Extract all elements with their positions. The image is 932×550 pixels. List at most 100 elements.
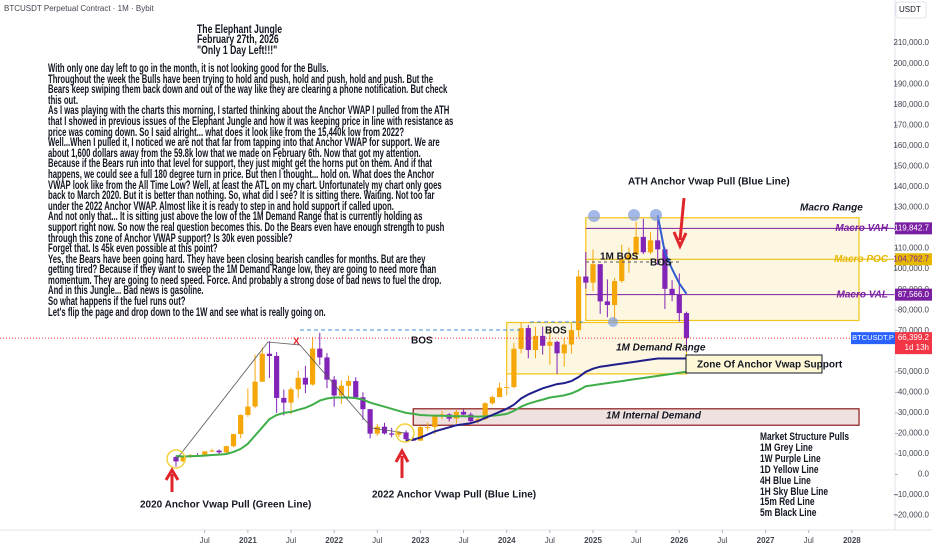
candle-body (640, 236, 646, 253)
candle-body (180, 456, 186, 462)
note-title-line: "Only 1 Day Left!!!" (197, 43, 278, 57)
symbol-header: BTCUSDT Perpetual Contract · 1M · Bybit (4, 4, 154, 13)
price-tag-label: 119,842.7 (894, 223, 930, 232)
currency[interactable]: USDT (899, 5, 921, 14)
countdown-label: 1d 13h (905, 343, 929, 352)
candle-body (331, 379, 337, 396)
annotation: 2022 Anchor Vwap Pull (Blue Line) (372, 490, 536, 501)
x-tick-label: 2021 (239, 536, 257, 545)
legend-title: Market Structure Pulls (760, 431, 850, 443)
candle-body (374, 426, 380, 434)
y-tick-label: 30,000.0 (898, 408, 930, 417)
y-tick-label: −10,000.0 (893, 490, 929, 499)
y-tick-label: 190,000.0 (893, 79, 929, 88)
candle-body (655, 240, 661, 250)
zone (585, 217, 860, 322)
note-line: under the 2022 Anchor VWAP. Almost like … (48, 199, 394, 213)
note-line: happens, we could see a full 180 degree … (48, 167, 435, 181)
annotation: BOS (545, 326, 567, 337)
candle-body (389, 433, 395, 435)
candle-body (353, 381, 359, 398)
candle-body (223, 446, 229, 453)
candle-body (396, 432, 402, 435)
annotation: BOS (411, 336, 433, 347)
candle-body (583, 276, 589, 283)
annotation: BOS (650, 258, 672, 269)
price-tag-label: 104,792.7 (893, 254, 929, 263)
arrow (164, 467, 180, 492)
candle-body (230, 434, 237, 447)
x-tick-label: 2024 (498, 536, 516, 545)
candle-body (525, 328, 531, 351)
note-line: With only one day left to go in the mont… (48, 62, 329, 75)
note-title: The Elephant Jungle February 27th, 2026 "O… (197, 23, 283, 57)
x-tick-label: Jul (286, 536, 296, 545)
vwap-line (656, 215, 688, 295)
candle-body (245, 406, 251, 415)
candle-body (561, 344, 567, 354)
y-tick-label: 80,000.0 (898, 305, 930, 314)
candle-body (676, 294, 682, 314)
zone (412, 408, 860, 426)
pivot-circle (628, 209, 640, 221)
note-line: that I showed in previous issues of the … (48, 114, 454, 128)
structure-line (175, 341, 406, 461)
annotation: 1M BOS (600, 252, 639, 263)
candle-body (302, 377, 308, 385)
y-tick-label: 10,000.0 (898, 449, 930, 458)
note-line: Yes, the Bears have been going hard. The… (48, 252, 426, 266)
note-line: Forget that. Is 45k even possible at thi… (48, 242, 218, 256)
y-tick-label: −20,000.0 (893, 511, 929, 520)
y-tick-label: 110,000.0 (894, 244, 930, 253)
note-line: back to March 2020. But it is better tha… (48, 189, 435, 203)
y-tick-label: 0.0 (918, 470, 930, 479)
candle-body (324, 357, 330, 380)
candle-body (669, 288, 675, 295)
structure-legend: Market Structure Pulls 1M Grey Line 1W Pur… (760, 431, 850, 520)
note-line: price was coming down. So I said alright… (48, 125, 405, 139)
x-tick-label: 2027 (757, 536, 775, 545)
zone-label: 1M Internal Demand (606, 411, 702, 422)
x-tick-label: 2023 (412, 536, 430, 545)
highlight-circle (395, 423, 415, 443)
candle-body (295, 377, 301, 390)
candle-body (683, 313, 690, 339)
note-line: this out. (48, 93, 78, 107)
price-line-name: Macro VAH (835, 223, 888, 234)
x-tick-label: 2022 (325, 536, 343, 545)
note-line: And in this Jungle... Bad news is gasoli… (48, 284, 204, 298)
note-line: getting tired? Because if they want to s… (48, 263, 437, 277)
pivot-circle (608, 317, 618, 327)
legend-item: 1D Yellow Line (760, 463, 819, 476)
x-tick-label: Jul (200, 536, 210, 545)
note-line: through this zone of Anchor VWAP support… (48, 231, 293, 245)
y-tick-label: 40,000.0 (898, 387, 930, 396)
note-line: So what happens if the fuel runs out? (48, 295, 186, 309)
candle-body (460, 411, 467, 415)
x-tick-label: 2028 (843, 536, 861, 545)
legend-item: 15m Red Line (760, 496, 815, 509)
candle-body (511, 348, 517, 388)
pivot-circle (588, 210, 600, 222)
legend-item: 4H Blue Line (760, 474, 811, 487)
arrow (672, 197, 688, 250)
candle-body (259, 353, 265, 382)
currency-box[interactable] (895, 1, 927, 19)
annotation: X (293, 337, 300, 348)
legend-item: 5m Black Line (760, 507, 817, 520)
note-line: Let's flip the page and drop down to the… (48, 305, 326, 319)
note-line: As I was playing with the charts this mo… (48, 104, 450, 118)
annotation: ATH Anchor Vwap Pull (Blue Line) (628, 177, 790, 188)
candle-body (576, 276, 582, 331)
note-title-line: The Elephant Jungle (197, 23, 283, 36)
candle-body (540, 335, 546, 346)
candle-body (281, 397, 287, 403)
candle-body (489, 397, 495, 404)
note-line: support right now. So now the real quest… (48, 220, 445, 234)
x-tick-label: Jul (717, 536, 727, 545)
note-line: Bears keep swiping them back down and ou… (48, 83, 448, 97)
candle-body (626, 254, 632, 260)
candle-body (568, 330, 575, 345)
candle-body (216, 450, 222, 453)
